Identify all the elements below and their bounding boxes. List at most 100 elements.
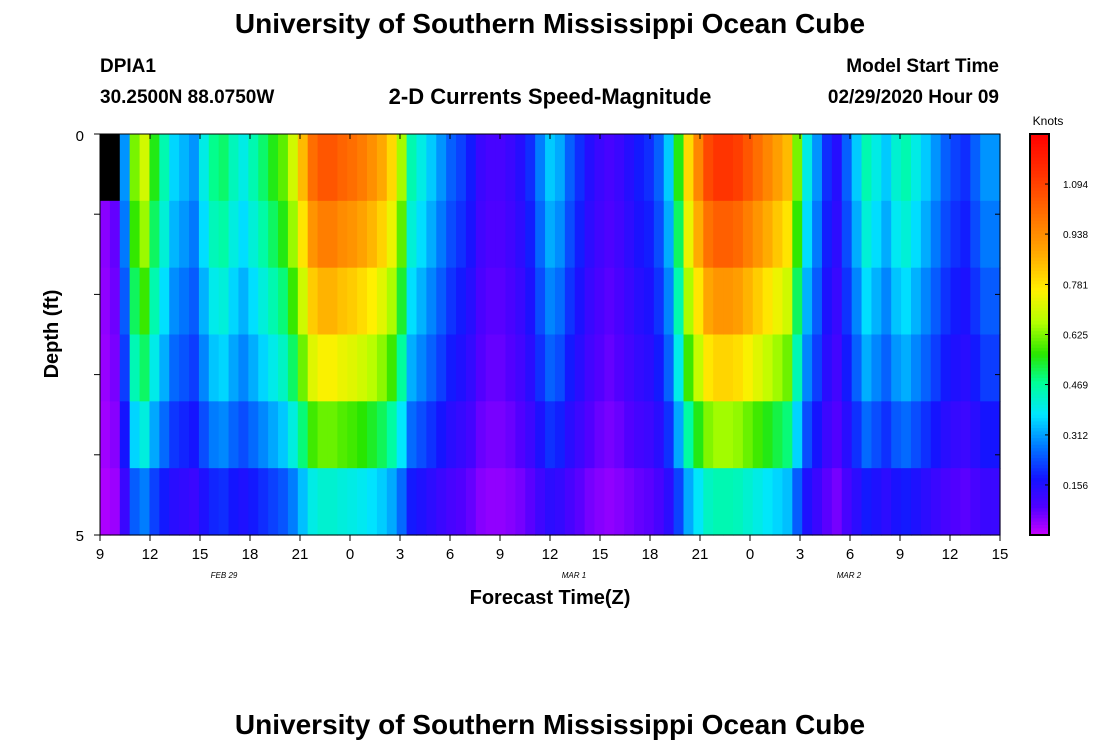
- heatmap-cell: [831, 468, 843, 536]
- heatmap-cell: [485, 267, 497, 336]
- heatmap-cell: [634, 267, 645, 336]
- colorbar-segment: [1030, 521, 1049, 526]
- heatmap-cell: [367, 401, 378, 469]
- heatmap-cell: [129, 334, 141, 402]
- colorbar-segment: [1030, 137, 1049, 142]
- heatmap-cell: [683, 267, 695, 336]
- heatmap-cell: [980, 334, 991, 402]
- heatmap-cell: [584, 200, 596, 269]
- heatmap-cell: [238, 401, 249, 469]
- heatmap-cell: [337, 401, 348, 469]
- colorbar-segment: [1030, 401, 1049, 406]
- heatmap-cell: [357, 134, 368, 202]
- heatmap-cell: [841, 401, 853, 469]
- heatmap-cell: [851, 134, 863, 202]
- colorbar-segment: [1030, 498, 1049, 503]
- heatmap-cell: [525, 468, 536, 536]
- heatmap-cell: [930, 134, 942, 202]
- x-tick-label: 12: [142, 546, 159, 563]
- colorbar-segment: [1030, 514, 1049, 519]
- heatmap-cell: [643, 334, 655, 402]
- heatmap-cell: [386, 468, 398, 536]
- colorbar-segment: [1030, 304, 1049, 309]
- heatmap-cell: [208, 134, 220, 202]
- x-tick-label: 9: [496, 546, 504, 563]
- colorbar-segment: [1030, 214, 1049, 219]
- heatmap-cell: [446, 267, 457, 336]
- colorbar-segment: [1030, 384, 1049, 389]
- heatmap-cell: [287, 334, 299, 402]
- heatmap-cell: [634, 334, 645, 402]
- heatmap-cell: [218, 267, 230, 336]
- heatmap-cell: [218, 334, 230, 402]
- heatmap-cell: [545, 134, 556, 202]
- colorbar-unit-label: Knots: [1033, 114, 1064, 128]
- heatmap-cell: [535, 267, 546, 336]
- colorbar-segment: [1030, 481, 1049, 486]
- colorbar-segment: [1030, 160, 1049, 165]
- heatmap-cell: [762, 200, 774, 269]
- y-tick-label: 0: [76, 128, 84, 145]
- colorbar-segment: [1030, 387, 1049, 392]
- colorbar-segment: [1030, 254, 1049, 259]
- heatmap-cell: [812, 334, 823, 402]
- heatmap-cell: [554, 267, 566, 336]
- heatmap-cell: [545, 200, 556, 269]
- heatmap-cell: [812, 468, 823, 536]
- heatmap-cell: [930, 267, 942, 336]
- heatmap-cell: [208, 200, 220, 269]
- heatmap-cell: [703, 134, 714, 202]
- heatmap-cell: [693, 401, 704, 469]
- colorbar-segment: [1030, 187, 1049, 192]
- heatmap-cell: [208, 468, 220, 536]
- heatmap-cell: [376, 468, 388, 536]
- colorbar-segment: [1030, 180, 1049, 185]
- colorbar-segment: [1030, 324, 1049, 329]
- heatmap-cell: [268, 200, 279, 269]
- heatmap-cell: [337, 200, 348, 269]
- heatmap-cell: [169, 267, 180, 336]
- y-axis-label: Depth (ft): [41, 290, 63, 379]
- heatmap-cell: [446, 468, 457, 536]
- heatmap-cell: [861, 334, 873, 402]
- heatmap-cell: [347, 401, 358, 469]
- heatmap-cell: [762, 468, 774, 536]
- colorbar-segment: [1030, 351, 1049, 356]
- colorbar-segment: [1030, 491, 1049, 496]
- colorbar-segment: [1030, 531, 1049, 536]
- heatmap-cell: [436, 401, 447, 469]
- colorbar-tick-label: 1.094: [1063, 180, 1088, 191]
- heatmap-cell: [357, 200, 368, 269]
- heatmap-cell: [624, 134, 635, 202]
- colorbar-segment: [1030, 237, 1049, 242]
- heatmap-cells: [100, 134, 1001, 536]
- heatmap-cell: [297, 200, 309, 269]
- heatmap-cell: [782, 200, 793, 269]
- heatmap-cell: [891, 401, 902, 469]
- heatmap-cell: [604, 200, 615, 269]
- heatmap-cell: [643, 134, 655, 202]
- colorbar-segment: [1030, 190, 1049, 195]
- heatmap-cell: [742, 200, 754, 269]
- heatmap-cell: [693, 267, 704, 336]
- colorbar-segment: [1030, 277, 1049, 282]
- heatmap-cell: [920, 468, 932, 536]
- colorbar-segment: [1030, 230, 1049, 235]
- heatmap-cell: [782, 468, 793, 536]
- heatmap-cell: [594, 134, 605, 202]
- heatmap-cell: [347, 468, 358, 536]
- heatmap-cell: [436, 134, 447, 202]
- heatmap-cell: [475, 200, 487, 269]
- heatmap-cell: [396, 401, 408, 469]
- heatmap-cell: [653, 401, 665, 469]
- colorbar-segment: [1030, 418, 1049, 422]
- heatmap-cell: [465, 334, 477, 402]
- heatmap-cell: [386, 334, 398, 402]
- page-title-bottom: University of Southern Mississippi Ocean…: [234, 709, 866, 740]
- heatmap-cell: [100, 267, 111, 336]
- heatmap-cell: [960, 334, 971, 402]
- heatmap-cell: [901, 134, 912, 202]
- heatmap-cell: [505, 334, 516, 402]
- heatmap-cell: [940, 468, 952, 536]
- colorbar-segment: [1030, 194, 1049, 199]
